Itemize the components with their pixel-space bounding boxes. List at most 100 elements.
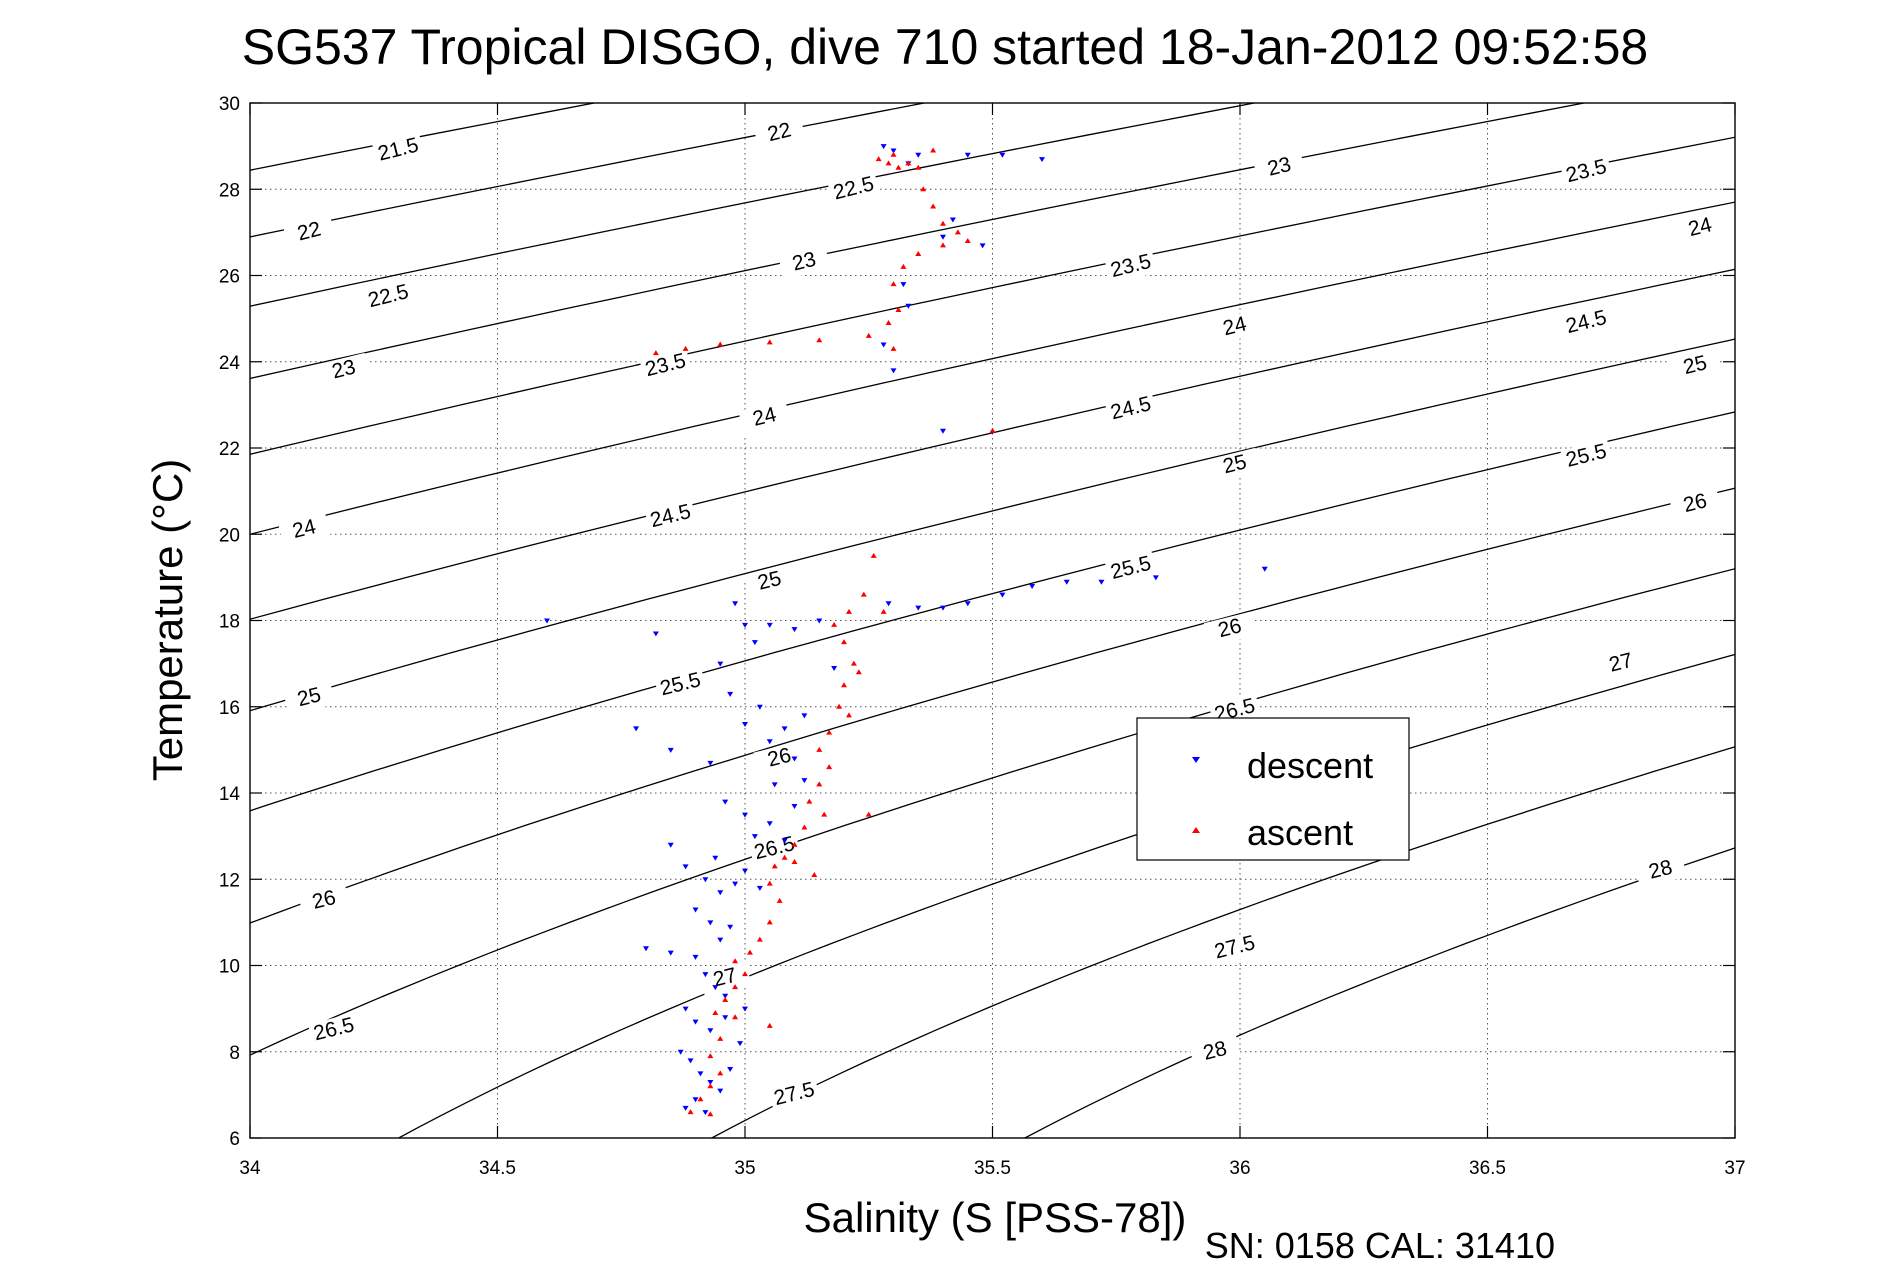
contour-label-background (654, 667, 707, 703)
descent-point (771, 782, 778, 788)
ascent-point (766, 880, 773, 886)
contour-label-background (362, 279, 415, 315)
data-points (544, 144, 1268, 1117)
isopycnal-line (710, 746, 1735, 1138)
ascent-point (940, 242, 946, 248)
ascent-point (865, 811, 872, 817)
ascent-point (682, 345, 689, 351)
ascent-point (746, 949, 753, 955)
contour-label: 25 (755, 567, 783, 595)
y-tick-label: 30 (219, 94, 240, 115)
x-axis-label: Salinity (S [PSS-78]) (804, 1194, 1187, 1241)
ascent-point (801, 824, 808, 830)
descent-point (682, 864, 689, 870)
ascent-point (707, 1053, 714, 1059)
descent-point (900, 282, 907, 288)
contour-label-background (283, 680, 336, 716)
ascent-point (821, 811, 828, 817)
descent-point (737, 1041, 744, 1047)
descent-point (667, 842, 674, 848)
contour-label-background (1189, 1034, 1242, 1070)
ascent-point (890, 345, 897, 351)
contour-label-background (1104, 551, 1158, 587)
ascent-point (915, 250, 922, 256)
ascent-point (732, 1014, 739, 1020)
contour-label-background (1560, 305, 1613, 341)
legend-marker-descent (1192, 757, 1200, 763)
y-tick-label: 8 (229, 1043, 240, 1064)
descent-point (722, 799, 729, 805)
descent-point (999, 152, 1006, 158)
serial-calibration-footer: SN: 0158 CAL: 31410 (1205, 1225, 1555, 1262)
ascent-point (826, 729, 833, 735)
descent-point (682, 1006, 689, 1012)
series-ascent (652, 147, 996, 1117)
descent-point (707, 1079, 714, 1085)
descent-point (964, 152, 971, 158)
ascent-point (697, 1096, 704, 1102)
ascent-point (781, 854, 788, 860)
ascent-point (771, 863, 778, 869)
descent-point (816, 618, 823, 624)
ascent-point (890, 151, 897, 157)
contour-label: 25 (1681, 351, 1709, 379)
descent-point (781, 838, 788, 844)
contour-label-background (1674, 210, 1727, 246)
legend-box (1136, 717, 1410, 861)
descent-point (766, 622, 773, 628)
contour-label-background (317, 352, 371, 388)
descent-point (692, 1097, 699, 1103)
contour-label-background (1669, 348, 1722, 384)
y-tick-label: 20 (219, 525, 240, 546)
descent-point (756, 704, 763, 710)
descent-point (702, 877, 709, 883)
isopycnal-line (250, 103, 928, 238)
ascent-point (890, 281, 897, 287)
contour-label: 25 (295, 683, 323, 711)
ascent-point (845, 608, 852, 614)
ascent-point (707, 1083, 714, 1089)
contour-label: 24 (1686, 213, 1715, 241)
contour-label-background (1560, 439, 1613, 475)
contour-label-background (827, 171, 881, 207)
contour-label: 24 (290, 515, 319, 543)
descent-point (801, 778, 808, 784)
descent-point (707, 1028, 714, 1034)
isopycnal-line (250, 103, 1258, 307)
descent-point (687, 1058, 694, 1064)
descent-point (712, 855, 719, 861)
contour-label-background (1208, 930, 1262, 966)
descent-point (667, 950, 674, 956)
contour-label-background (748, 831, 801, 867)
isopycnal-line (1023, 847, 1735, 1138)
descent-point (742, 812, 748, 818)
contour-label: 22 (765, 118, 793, 146)
descent-point (915, 605, 922, 611)
descent-point (722, 993, 729, 999)
descent-point (712, 985, 719, 991)
ascent-point (732, 958, 739, 964)
descent-point (885, 601, 892, 607)
isopycnal-line (250, 201, 1735, 535)
contour-label-background (753, 741, 806, 776)
ascent-point (870, 552, 877, 558)
contour-label: 23 (1265, 153, 1293, 181)
ascent-point (900, 263, 907, 269)
ascent-point (717, 1070, 724, 1076)
ascent-point (687, 1109, 694, 1115)
ascent-point (816, 337, 823, 343)
descent-point (1098, 579, 1105, 585)
chart-title: SG537 Tropical DISGO, dive 710 started 1… (242, 19, 1648, 75)
descent-point (692, 1019, 699, 1025)
descent-point (890, 368, 897, 374)
descent-point (1063, 579, 1070, 585)
contour-label-background (1253, 150, 1306, 186)
ascent-point (816, 781, 823, 787)
contour-label: 26 (310, 886, 338, 914)
contour-label-background (1104, 249, 1158, 285)
descent-point (717, 1088, 724, 1094)
x-tick-label: 35.5 (974, 1158, 1011, 1179)
y-tick-label: 6 (229, 1129, 240, 1150)
contour-label: 22 (295, 217, 323, 245)
